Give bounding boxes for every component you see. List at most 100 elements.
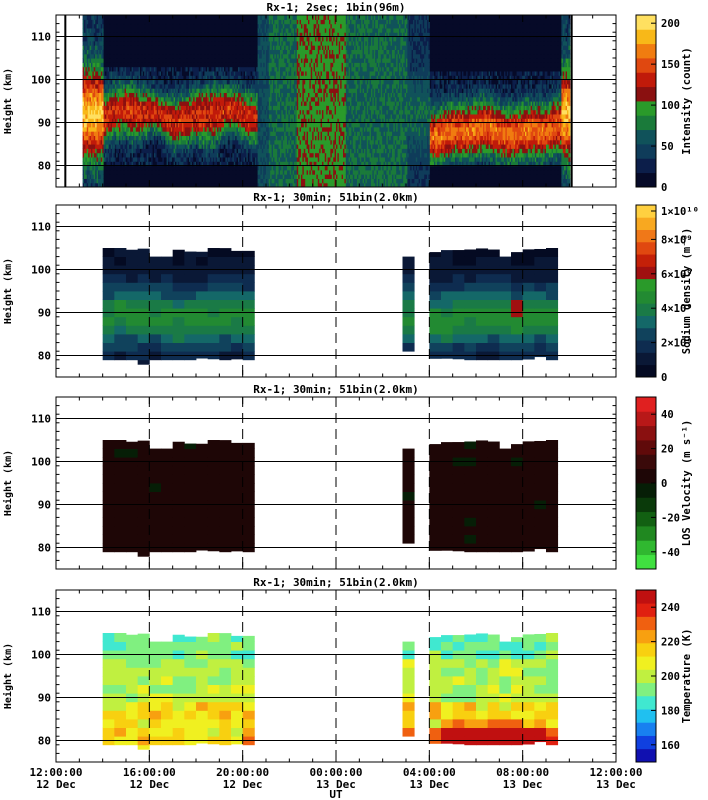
intensity-cell xyxy=(135,113,138,119)
intensity-cell xyxy=(162,88,165,93)
intensity-cell xyxy=(95,88,98,93)
intensity-cell xyxy=(149,58,152,63)
intensity-cell xyxy=(144,79,147,85)
intensity-cell xyxy=(187,15,190,20)
intensity-cell xyxy=(229,70,232,76)
intensity-cell xyxy=(232,58,235,63)
intensity-cell xyxy=(161,135,163,141)
intensity-cell xyxy=(187,49,190,55)
intensity-cell xyxy=(229,148,232,154)
intensity-cell xyxy=(166,45,169,50)
intensity-cell xyxy=(121,27,124,33)
intensity-cell xyxy=(149,139,152,145)
intensity-cell xyxy=(168,96,170,102)
intensity-cell xyxy=(252,144,254,149)
intensity-cell xyxy=(166,118,169,124)
intensity-cell xyxy=(176,139,179,145)
intensity-cell xyxy=(256,49,259,55)
intensity-cell xyxy=(102,19,105,25)
intensity-cell xyxy=(215,83,218,89)
intensity-cell xyxy=(133,83,135,89)
intensity-cell xyxy=(168,40,170,46)
intensity-cell xyxy=(116,92,119,98)
intensity-cell xyxy=(224,19,226,25)
intensity-cell xyxy=(98,75,100,81)
intensity-cell xyxy=(175,62,177,68)
intensity-cell xyxy=(247,178,250,184)
intensity-cell xyxy=(137,70,140,76)
intensity-cell xyxy=(214,161,217,167)
intensity-cell xyxy=(168,131,170,136)
intensity-cell xyxy=(238,19,240,25)
intensity-cell xyxy=(177,92,180,98)
intensity-cell xyxy=(89,83,92,89)
intensity-cell xyxy=(148,165,151,171)
intensity-cell xyxy=(186,118,189,124)
intensity-cell xyxy=(154,152,156,158)
intensity-cell xyxy=(190,49,193,55)
intensity-cell xyxy=(180,118,183,124)
intensity-cell xyxy=(254,139,257,145)
intensity-cell xyxy=(92,131,95,136)
intensity-cell xyxy=(127,92,130,98)
intensity-cell xyxy=(172,101,175,106)
intensity-cell xyxy=(124,70,127,76)
intensity-cell xyxy=(96,83,99,89)
intensity-cell xyxy=(93,32,96,38)
intensity-cell xyxy=(208,79,211,85)
intensity-cell xyxy=(233,27,236,33)
intensity-cell xyxy=(88,148,91,154)
intensity-cell xyxy=(141,101,144,106)
intensity-cell xyxy=(201,113,204,119)
intensity-cell xyxy=(144,40,147,46)
intensity-cell xyxy=(147,161,149,167)
intensity-cell xyxy=(168,49,170,55)
intensity-cell xyxy=(236,109,239,115)
intensity-cell xyxy=(200,66,203,72)
intensity-cell xyxy=(253,15,256,20)
intensity-cell xyxy=(217,139,219,145)
intensity-cell xyxy=(121,70,124,76)
intensity-cell xyxy=(232,66,235,72)
intensity-cell xyxy=(253,49,256,55)
intensity-cell xyxy=(250,32,253,38)
intensity-cell xyxy=(205,148,208,154)
intensity-cell xyxy=(214,122,217,128)
intensity-cell xyxy=(245,92,247,98)
intensity-cell xyxy=(253,88,256,93)
intensity-cell xyxy=(137,118,140,124)
intensity-cell xyxy=(252,23,254,29)
intensity-cell xyxy=(114,131,117,136)
intensity-cell xyxy=(107,49,110,55)
intensity-cell xyxy=(238,40,240,46)
intensity-cell xyxy=(116,144,119,149)
intensity-cell xyxy=(204,40,207,46)
intensity-cell xyxy=(84,58,86,63)
intensity-cell xyxy=(232,152,235,158)
intensity-cell xyxy=(152,126,155,132)
intensity-cell xyxy=(215,135,218,141)
intensity-cell xyxy=(96,109,99,115)
intensity-cell xyxy=(109,36,112,42)
intensity-cell xyxy=(180,178,183,184)
intensity-cell xyxy=(86,32,89,38)
intensity-cell xyxy=(221,105,224,111)
intensity-cell xyxy=(151,126,154,132)
intensity-cell xyxy=(117,101,120,106)
intensity-cell xyxy=(236,169,239,175)
intensity-cell xyxy=(177,156,180,162)
intensity-cell xyxy=(120,49,123,55)
intensity-cell xyxy=(186,15,189,20)
intensity-cell xyxy=(217,109,219,115)
intensity-cell xyxy=(179,118,182,124)
intensity-cell xyxy=(145,113,148,119)
intensity-cell xyxy=(222,165,225,171)
intensity-cell xyxy=(217,126,219,132)
intensity-cell xyxy=(236,75,239,81)
intensity-cell xyxy=(98,113,100,119)
intensity-cell xyxy=(91,178,93,184)
intensity-cell xyxy=(229,113,232,119)
intensity-cell xyxy=(221,144,224,149)
intensity-cell xyxy=(159,40,162,46)
intensity-cell xyxy=(131,62,134,68)
